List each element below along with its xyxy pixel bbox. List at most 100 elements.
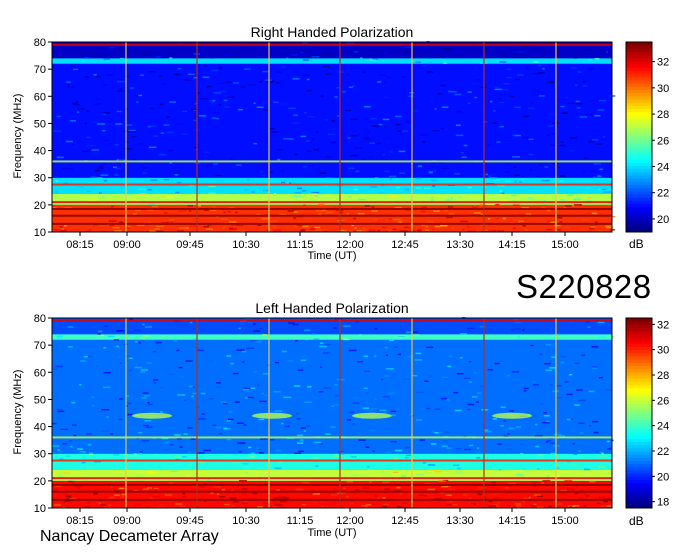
colorbar-step [626,390,652,395]
y-tick-label: 60 [34,367,46,379]
colorbar-step [626,435,652,439]
colorbar-step [626,99,652,103]
noise-cell [103,346,107,349]
noise-cell [203,143,208,145]
noise-cell [296,77,301,80]
noise-cell [76,487,80,489]
noise-cell [355,489,360,492]
noise-cell [187,464,193,466]
colorbar-step [626,95,652,100]
noise-cell [593,431,599,434]
noise-cell [351,230,360,232]
noise-cell [274,504,283,506]
noise-cell [175,503,183,505]
noise-cell [573,453,578,455]
colorbar-step [626,92,652,97]
colorbar-step [626,203,652,208]
noise-cell [118,398,123,400]
noise-cell [166,131,174,134]
noise-cell [241,488,248,490]
noise-cell [541,482,544,484]
noise-cell [57,482,60,484]
noise-cell [149,224,157,226]
noise-cell [85,230,89,233]
colorbar-step [626,318,652,322]
noise-cell [238,451,242,453]
noise-cell [114,174,119,176]
noise-cell [538,95,545,97]
noise-cell [374,177,379,179]
noise-cell [235,164,242,166]
noise-cell [384,346,388,349]
noise-cell [205,174,211,177]
noise-cell [218,71,222,74]
y-tick-label: 30 [34,173,46,185]
noise-cell [560,199,566,201]
noise-cell [103,113,107,115]
noise-cell [293,195,302,197]
noise-cell [141,53,149,56]
noise-cell [490,229,497,232]
noise-cell [116,330,125,332]
noise-cell [112,166,117,169]
noise-cell [347,137,351,139]
noise-cell [296,215,303,218]
noise-cell [247,396,254,399]
noise-cell [374,495,378,497]
noise-cell [489,506,492,508]
noise-cell [257,224,262,226]
colorbar-tick-label: 32 [657,57,669,69]
noise-cell [559,221,563,223]
noise-cell [119,474,124,477]
noise-cell [570,418,574,421]
noise-cell [369,59,377,61]
noise-cell [349,502,354,505]
noise-cell [164,494,172,496]
noise-cell [57,449,60,451]
noise-cell [501,192,505,194]
noise-cell [173,73,181,76]
noise-cell [84,229,89,232]
noise-cell [354,227,357,229]
noise-cell [179,446,183,448]
noise-cell [81,198,89,201]
noise-cell [67,497,72,499]
noise-cell [354,147,362,149]
noise-cell [258,418,265,421]
noise-cell [317,203,325,206]
colorbar-step [626,479,652,484]
noise-cell [118,460,122,463]
noise-cell [382,497,386,499]
noise-cell [467,230,475,233]
x-tick-label: 09:45 [176,239,204,251]
noise-cell [89,452,94,455]
noise-cell [128,318,133,320]
noise-cell [426,227,434,229]
colorbar-step [626,482,652,487]
colorbar-step [626,337,652,341]
noise-cell [377,229,381,232]
noise-cell [192,337,198,340]
noise-cell [119,88,123,91]
noise-cell [66,140,73,143]
colorbar-step [626,61,652,65]
noise-cell [535,445,539,448]
noise-cell [116,345,119,348]
noise-cell [430,469,437,472]
noise-cell [210,492,214,494]
noise-cell [546,474,550,477]
noise-cell [610,215,616,218]
noise-cell [214,52,220,54]
noise-cell [274,361,280,364]
noise-cell [80,360,86,362]
noise-cell [96,177,103,179]
noise-cell [273,502,281,505]
noise-cell [196,92,201,94]
colorbar-step [626,378,652,382]
noise-cell [182,455,187,458]
noise-cell [425,225,429,228]
noise-cell [189,195,193,198]
noise-cell [126,124,133,126]
noise-cell [496,217,500,219]
noise-cell [248,84,256,86]
